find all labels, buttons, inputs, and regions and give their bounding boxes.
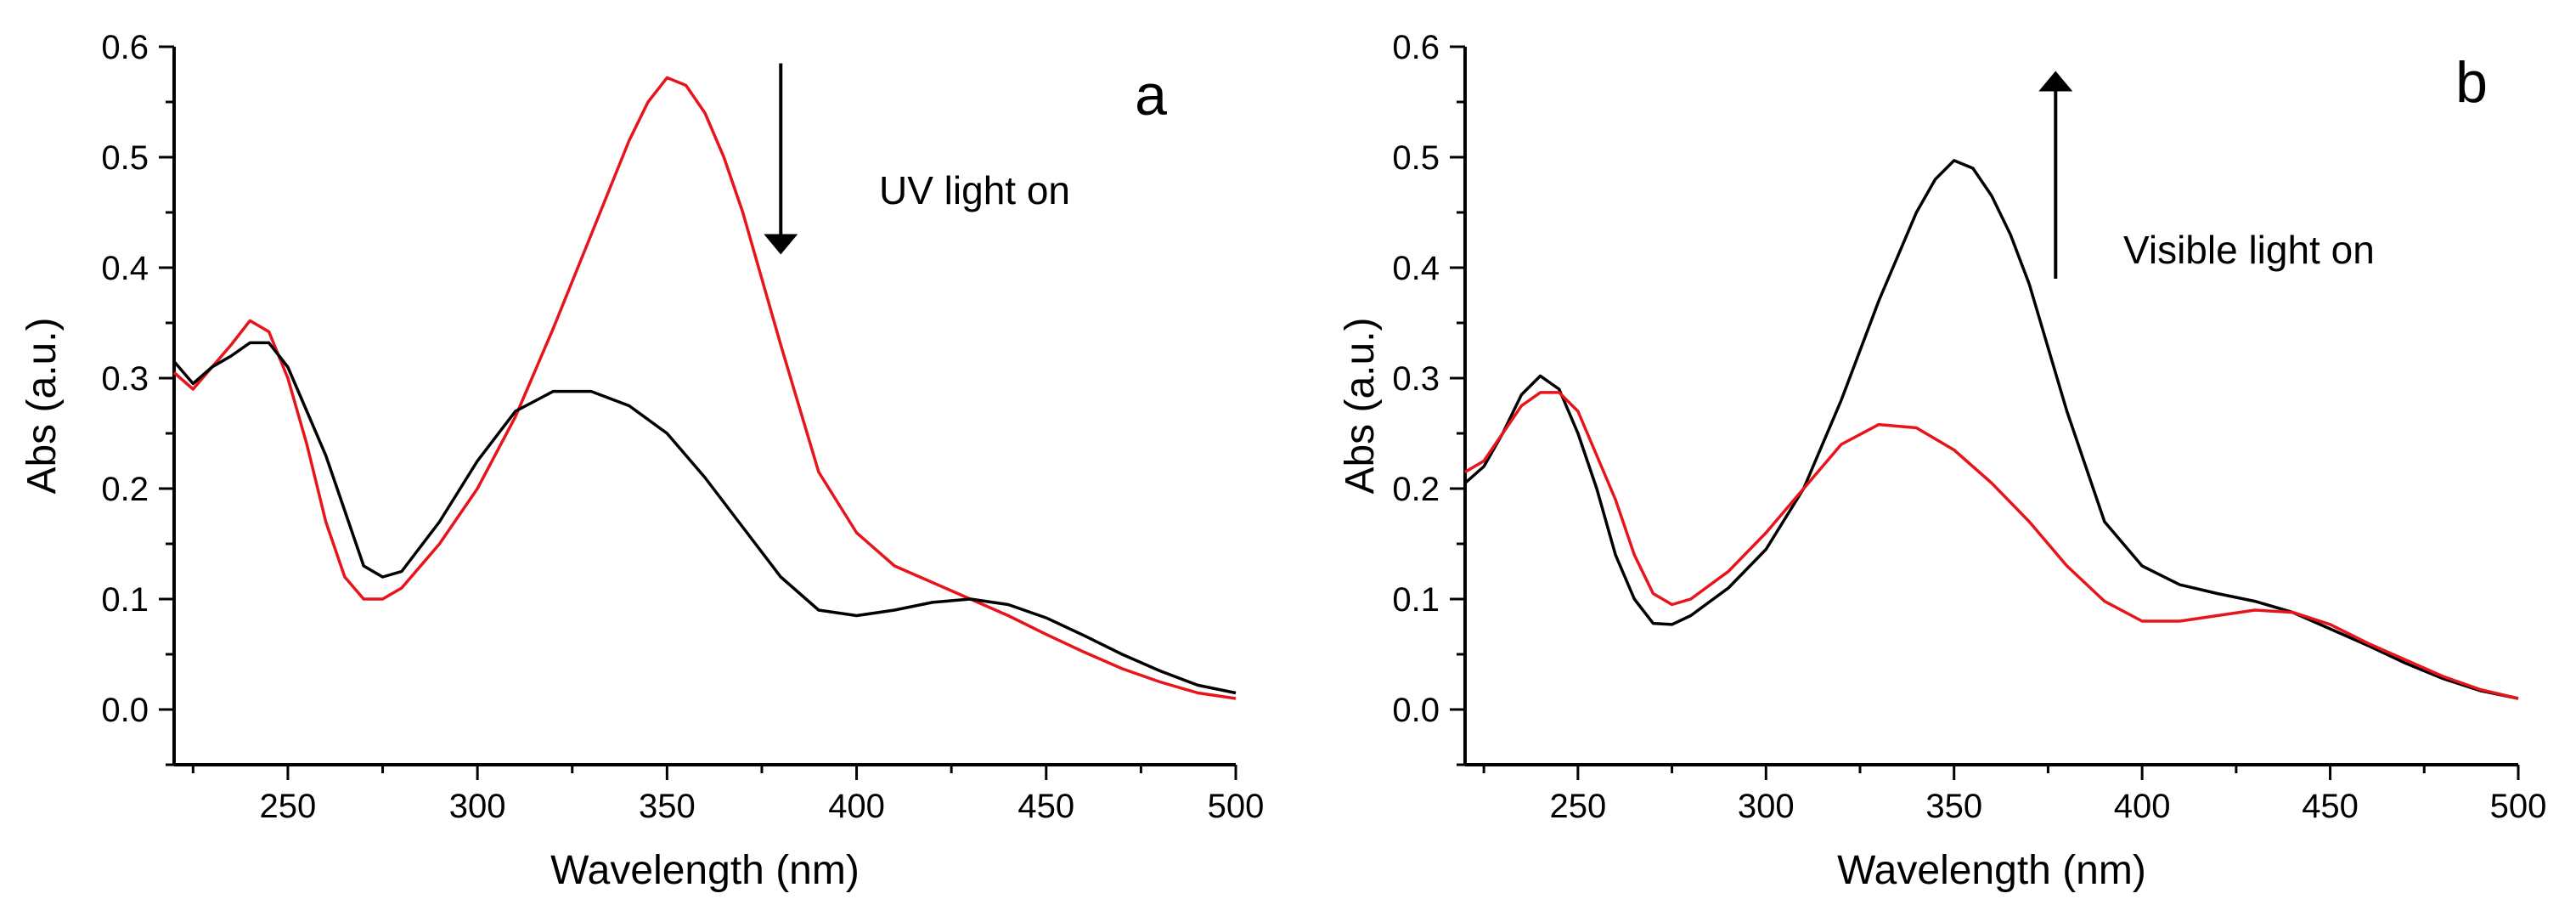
- series-line-red: [1464, 391, 2519, 700]
- y-tick-label: 0.6: [1392, 29, 1440, 66]
- x-tick-label: 250: [1549, 788, 1606, 825]
- x-tick-label: 250: [260, 788, 317, 825]
- y-tick-label: 0.0: [101, 692, 149, 729]
- series-line-black: [172, 341, 1237, 695]
- series-line-red: [172, 76, 1237, 700]
- x-tick-label: 450: [1017, 788, 1074, 825]
- panel-a: 0.0 0.1 0.2 0.3 0.4 0.5 0.6 250 300 350 400 450 500 W…: [20, 29, 1265, 893]
- annotation-text: UV light on: [879, 168, 1070, 212]
- x-tick-label: 300: [449, 788, 506, 825]
- x-axis-title: Wavelength (nm): [550, 848, 860, 893]
- y-tick-label: 0.1: [1392, 581, 1440, 619]
- x-tick-label: 450: [2302, 788, 2359, 825]
- y-tick-label: 0.4: [101, 250, 149, 287]
- panel-label: a: [1135, 63, 1167, 127]
- y-tick-label: 0.4: [1392, 250, 1440, 287]
- y-tick-label: 0.2: [101, 471, 149, 508]
- y-tick-label: 0.5: [101, 139, 149, 177]
- panel-b: 0.0 0.1 0.2 0.3 0.4 0.5 0.6 250 300 350 400 450 500 W…: [1338, 29, 2547, 893]
- y-tick-label: 0.0: [1392, 692, 1440, 729]
- y-tick-label: 0.5: [1392, 139, 1440, 177]
- x-tick-label: 500: [2490, 788, 2547, 825]
- panel-label: b: [2455, 50, 2488, 115]
- x-tick-label: 400: [2114, 788, 2171, 825]
- x-tick-label: 350: [1925, 788, 1982, 825]
- x-tick-label: 400: [828, 788, 885, 825]
- y-axis-title: Abs (a.u.): [20, 317, 65, 494]
- y-tick-label: 0.3: [1392, 360, 1440, 398]
- x-tick-label: 500: [1208, 788, 1265, 825]
- annotation-text: Visible light on: [2123, 228, 2375, 272]
- x-axis-title: Wavelength (nm): [1837, 848, 2146, 893]
- x-tick-label: 350: [639, 788, 696, 825]
- y-tick-label: 0.1: [101, 581, 149, 619]
- y-axis-title: Abs (a.u.): [1338, 317, 1383, 494]
- y-tick-label: 0.6: [101, 29, 149, 66]
- x-tick-label: 300: [1738, 788, 1795, 825]
- y-tick-label: 0.3: [101, 360, 149, 398]
- y-tick-label: 0.2: [1392, 471, 1440, 508]
